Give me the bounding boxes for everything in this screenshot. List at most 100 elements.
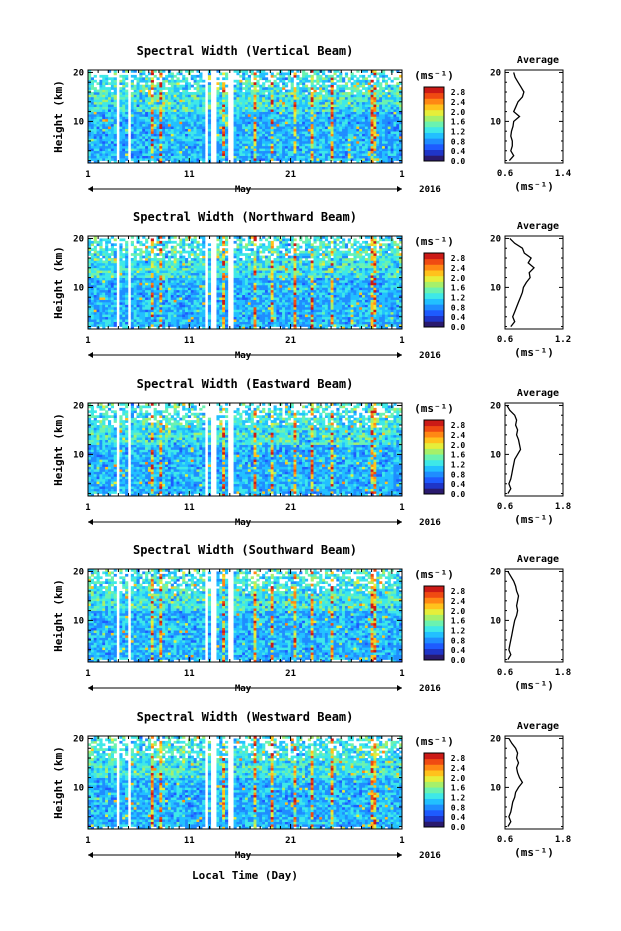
heatmap-cell: [188, 153, 191, 156]
heatmap-cell: [362, 87, 365, 90]
heatmap-cell: [176, 134, 179, 137]
heatmap-cell: [331, 141, 334, 144]
heatmap-cell: [285, 148, 288, 151]
heatmap-cell: [94, 124, 97, 127]
heatmap-cell: [348, 141, 351, 144]
heatmap-cell: [137, 131, 140, 134]
heatmap-cell: [219, 136, 222, 139]
heatmap-cell: [199, 131, 202, 134]
heatmap-cell: [368, 146, 371, 149]
heatmap-cell: [365, 80, 368, 83]
heatmap-cell: [131, 141, 134, 144]
heatmap-cell: [191, 141, 194, 144]
heatmap-cell: [291, 153, 294, 156]
heatmap-cell: [111, 97, 114, 100]
heatmap-cell: [285, 85, 288, 88]
heatmap-cell: [159, 90, 162, 93]
heatmap-cell: [285, 153, 288, 156]
heatmap-cell: [333, 151, 336, 154]
heatmap-cell: [259, 77, 262, 80]
heatmap-cell: [199, 121, 202, 124]
heatmap-cell: [199, 112, 202, 115]
heatmap-cell: [154, 90, 157, 93]
heatmap-cell: [316, 129, 319, 132]
heatmap-cell: [314, 158, 317, 161]
heatmap-cell: [248, 141, 251, 144]
heatmap-cell: [276, 119, 279, 122]
heatmap-cell: [265, 129, 268, 132]
heatmap-cell: [159, 146, 162, 149]
heatmap-cell: [353, 90, 356, 93]
heatmap-cell: [174, 141, 177, 144]
heatmap-cell: [353, 85, 356, 88]
heatmap-cell: [171, 104, 174, 107]
heatmap-cell: [91, 112, 94, 115]
heatmap-cell: [151, 143, 154, 146]
heatmap-cell: [256, 114, 259, 117]
heatmap-cell: [171, 146, 174, 149]
heatmap-cell: [191, 107, 194, 110]
heatmap-cell: [142, 80, 145, 83]
heatmap-cell: [268, 156, 271, 159]
heatmap-cell: [199, 153, 202, 156]
heatmap-cell: [371, 107, 374, 110]
heatmap-cell: [179, 104, 182, 107]
heatmap-cell: [182, 134, 185, 137]
heatmap-cell: [139, 141, 142, 144]
heatmap-cell: [308, 94, 311, 97]
heatmap-cell: [356, 94, 359, 97]
heatmap-cell: [299, 148, 302, 151]
heatmap-cell: [176, 151, 179, 154]
heatmap-cell: [134, 102, 137, 105]
heatmap-cell: [314, 126, 317, 129]
heatmap-cell: [176, 85, 179, 88]
heatmap-cell: [302, 97, 305, 100]
heatmap-cell: [119, 114, 122, 117]
heatmap-cell: [342, 99, 345, 102]
heatmap-cell: [108, 77, 111, 80]
heatmap-cell: [168, 99, 171, 102]
heatmap-cell: [311, 112, 314, 115]
heatmap-cell: [171, 124, 174, 127]
heatmap-cell: [299, 153, 302, 156]
heatmap-cell: [234, 129, 237, 132]
heatmap-cell: [371, 139, 374, 142]
heatmap-cell: [288, 134, 291, 137]
heatmap-cell: [171, 131, 174, 134]
heatmap-cell: [97, 114, 100, 117]
heatmap-cell: [99, 104, 102, 107]
heatmap-cell: [342, 124, 345, 127]
heatmap-cell: [276, 109, 279, 112]
heatmap-cell: [282, 117, 285, 120]
heatmap-cell: [274, 134, 277, 137]
heatmap-cell: [165, 109, 168, 112]
heatmap-cell: [182, 99, 185, 102]
heatmap-cell: [342, 139, 345, 142]
heatmap-cell: [119, 104, 122, 107]
heatmap-cell: [279, 90, 282, 93]
heatmap-cell: [245, 85, 248, 88]
heatmap-cell: [265, 158, 268, 161]
heatmap-cell: [137, 82, 140, 85]
heatmap-cell: [105, 131, 108, 134]
heatmap-cell: [219, 148, 222, 151]
heatmap-cell: [151, 80, 154, 83]
heatmap-cell: [216, 87, 219, 90]
heatmap-cell: [94, 102, 97, 105]
heatmap-cell: [171, 121, 174, 124]
heatmap-cell: [185, 153, 188, 156]
heatmap-cell: [94, 148, 97, 151]
heatmap-cell: [305, 72, 308, 75]
heatmap-cell: [145, 77, 148, 80]
heatmap-cell: [139, 158, 142, 161]
heatmap-cell: [219, 124, 222, 127]
heatmap-cell: [319, 139, 322, 142]
heatmap-cell: [308, 136, 311, 139]
heatmap-cell: [333, 112, 336, 115]
heatmap-cell: [371, 114, 374, 117]
heatmap-cell: [262, 104, 265, 107]
heatmap-cell: [294, 148, 297, 151]
heatmap-cell: [359, 141, 362, 144]
heatmap-cell: [368, 119, 371, 122]
heatmap-cell: [151, 102, 154, 105]
